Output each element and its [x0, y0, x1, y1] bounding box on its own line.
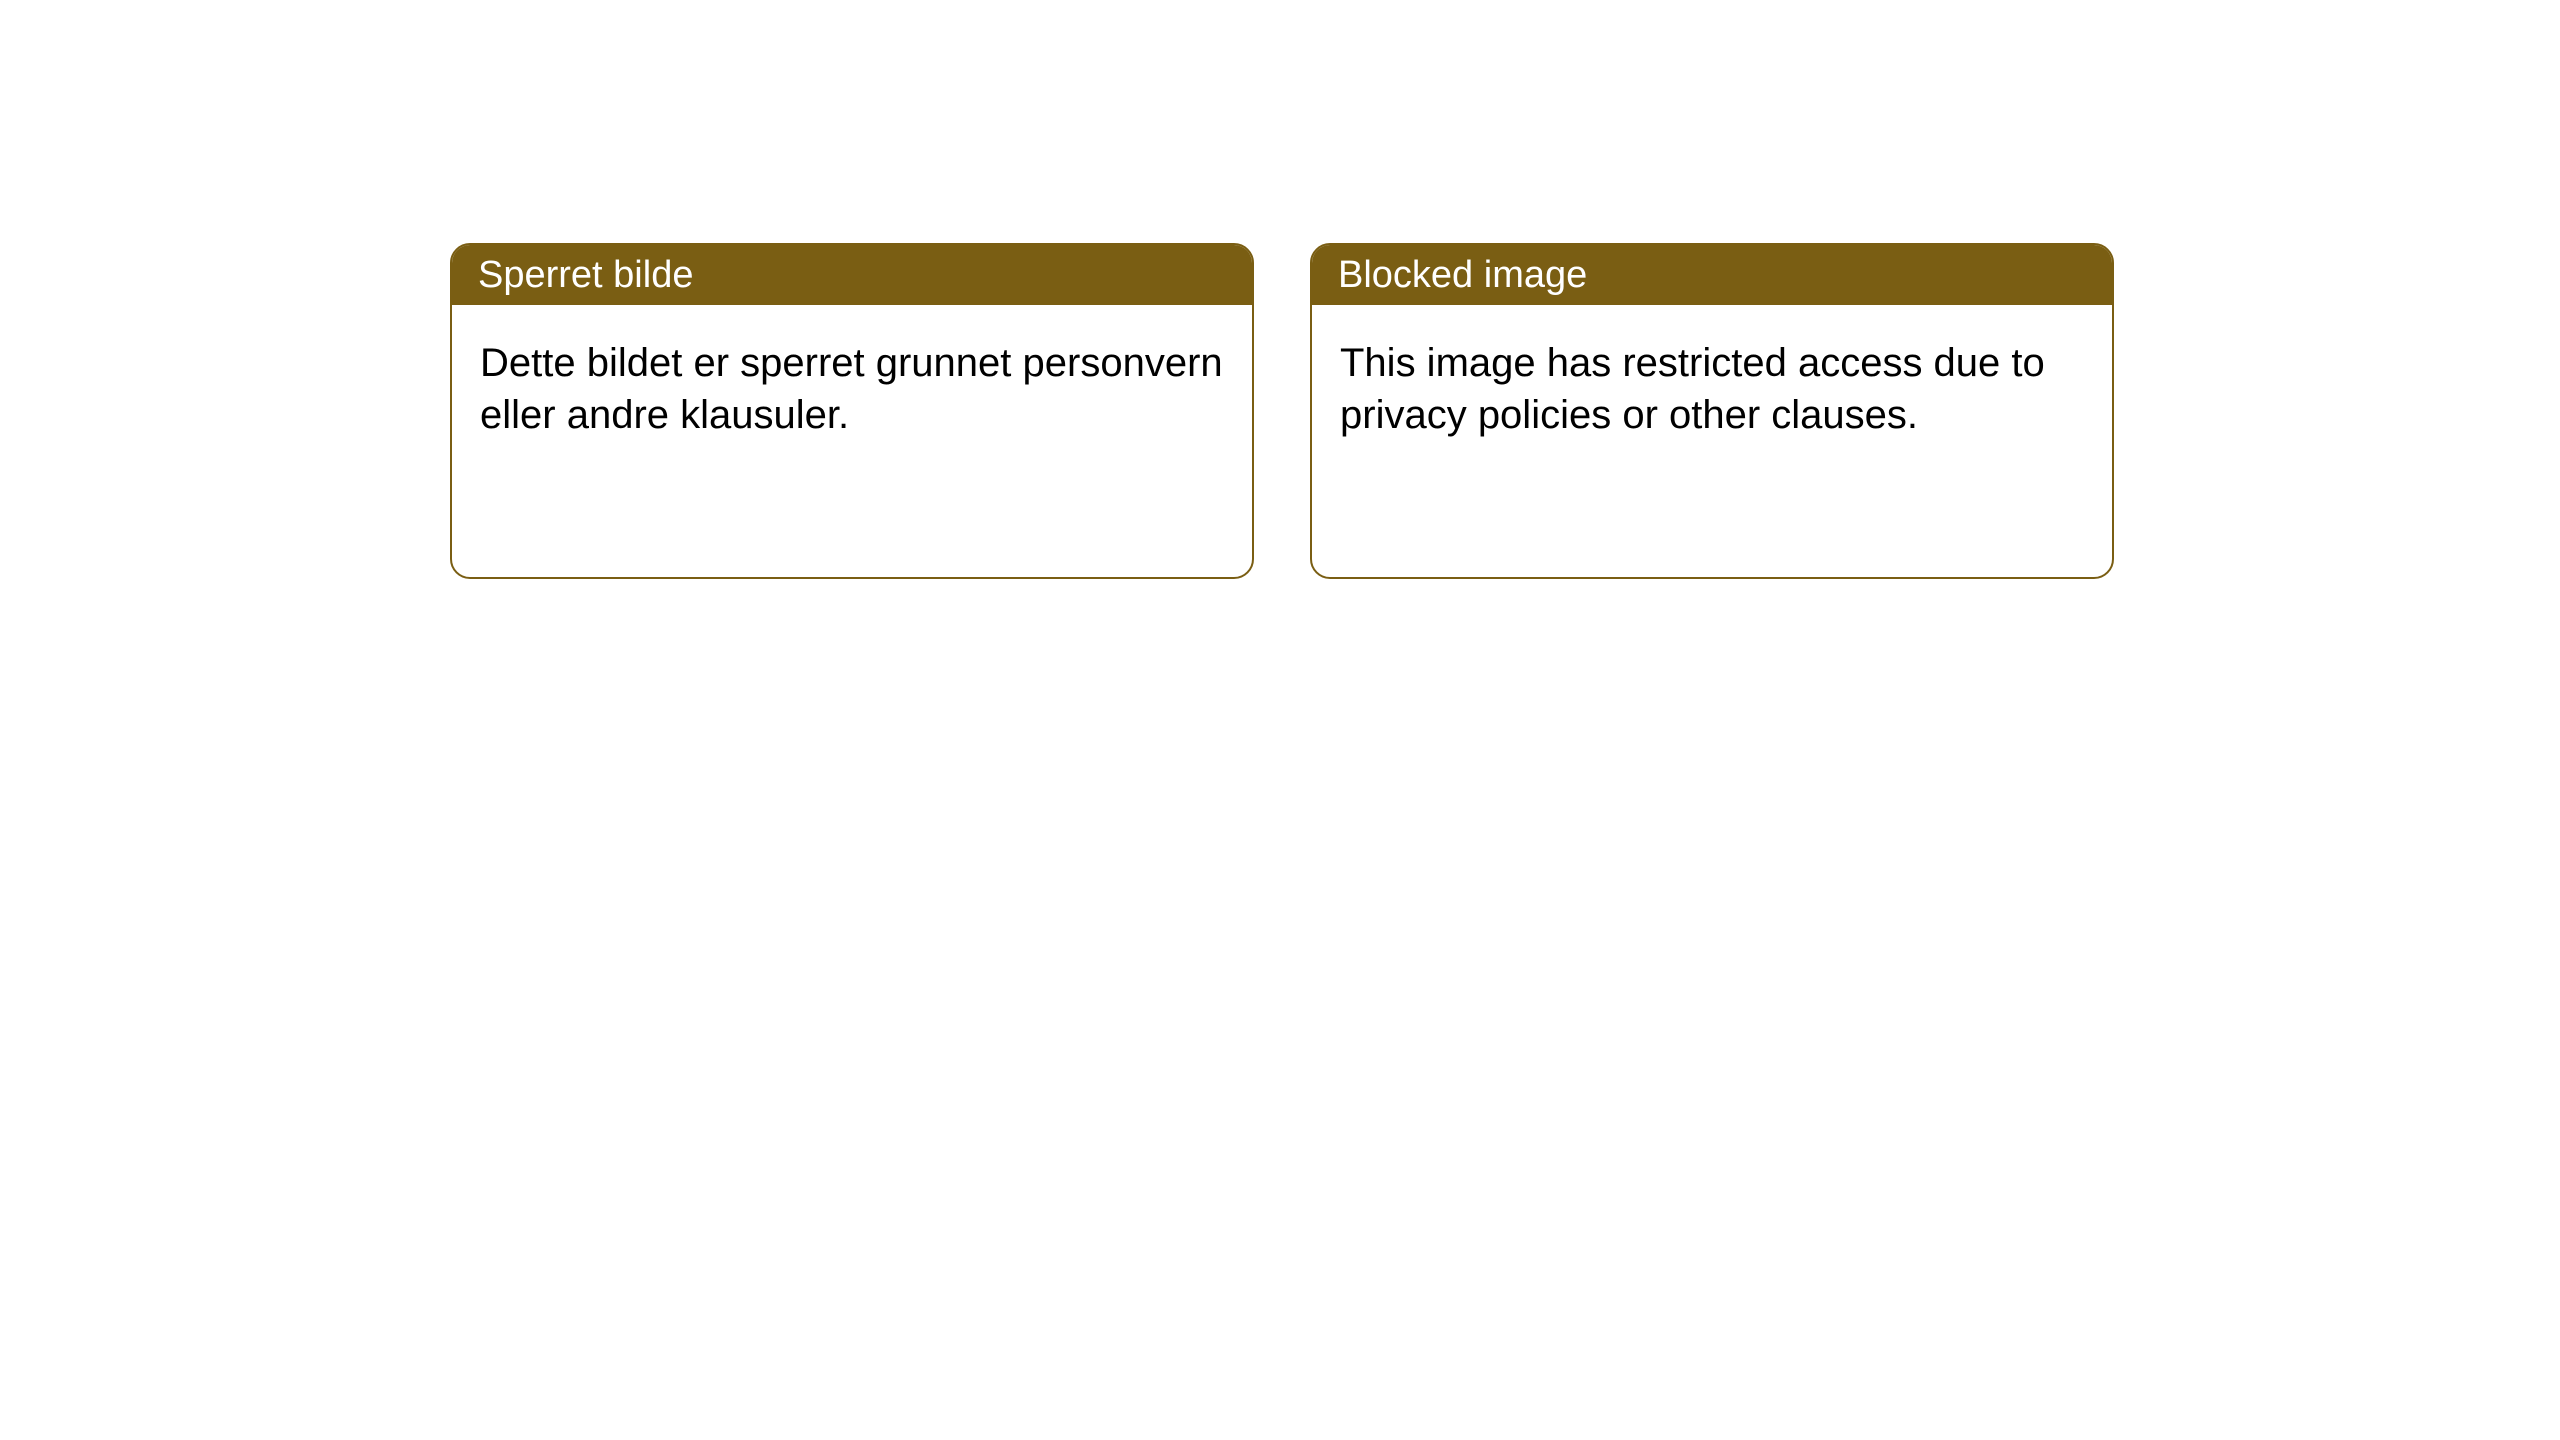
- card-header-norwegian: Sperret bilde: [452, 245, 1252, 305]
- notice-card-english: Blocked image This image has restricted …: [1310, 243, 2114, 579]
- card-title-english: Blocked image: [1338, 254, 1587, 297]
- card-message-norwegian: Dette bildet er sperret grunnet personve…: [480, 341, 1223, 437]
- card-body-english: This image has restricted access due to …: [1312, 305, 2112, 473]
- card-header-english: Blocked image: [1312, 245, 2112, 305]
- card-title-norwegian: Sperret bilde: [478, 254, 693, 297]
- card-body-norwegian: Dette bildet er sperret grunnet personve…: [452, 305, 1252, 473]
- card-message-english: This image has restricted access due to …: [1340, 341, 2045, 437]
- notice-card-norwegian: Sperret bilde Dette bildet er sperret gr…: [450, 243, 1254, 579]
- notice-cards-container: Sperret bilde Dette bildet er sperret gr…: [450, 243, 2114, 579]
